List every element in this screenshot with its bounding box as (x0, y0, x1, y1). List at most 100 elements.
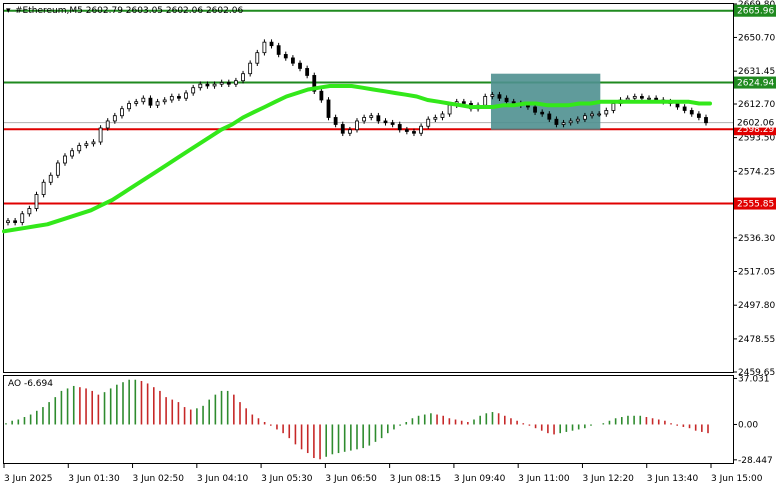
x-tick-label: 3 Jun 06:50 (325, 474, 377, 484)
candle-bull (41, 181, 46, 195)
candle-bull (483, 96, 488, 106)
candle-bull (248, 62, 253, 75)
candle-bear (390, 122, 395, 125)
x-axis: 3 Jun 2025 3 Jun 01:30 3 Jun 02:50 3 Jun 04… (3, 464, 763, 484)
candle-bull (169, 96, 174, 101)
resistance-level-label: 2624.94 (737, 79, 774, 89)
candle-bear (675, 103, 680, 108)
y-tick-label: 2612.70 (738, 100, 775, 110)
candle-bull (34, 194, 39, 209)
support-level-tag (734, 197, 776, 210)
x-tick-label: 3 Jun 02:50 (133, 474, 185, 484)
candle-bull (625, 97, 630, 101)
candle-bear (290, 57, 295, 64)
y-tick-label: 2650.70 (738, 33, 775, 43)
candle-bull (590, 113, 594, 117)
candle-bear (13, 220, 18, 223)
candle-bull (426, 118, 431, 127)
ma-layer (2, 84, 712, 234)
price-tags: 2665.96 2624.94 2598.29 2555.85 2602.06 (734, 4, 776, 210)
candle-bull (490, 94, 495, 97)
candle-bear (383, 120, 388, 124)
candle-bull (20, 213, 25, 223)
candle-bull (234, 80, 238, 85)
candle-bear (319, 90, 324, 101)
candle-bull (597, 113, 602, 116)
candle-bull (262, 41, 267, 54)
candle-bear (205, 83, 210, 87)
candle-bear (177, 96, 181, 99)
ao-tick-label: 37.031 (738, 374, 770, 384)
candle-bear (412, 131, 416, 134)
y-tick-label: 2574.25 (738, 167, 775, 177)
header-arrow-icon: ▾ (6, 6, 11, 16)
ao-tick-label: 0.00 (738, 420, 758, 430)
ao-label: AO -6.694 (8, 379, 53, 389)
candle-bull (575, 118, 580, 122)
candle-bull (347, 129, 352, 134)
candle-bear (312, 75, 317, 92)
candle-bear (376, 115, 381, 122)
candle-bull (362, 117, 367, 122)
candle-bull (141, 97, 146, 103)
x-tick-label: 3 Jun 2025 (4, 474, 52, 484)
candle-bull (55, 162, 60, 176)
x-tick-label: 3 Jun 11:00 (518, 474, 570, 484)
candle-bull (77, 145, 82, 152)
candle-bull (419, 125, 424, 134)
candle-bear (404, 129, 409, 132)
candle-bear (298, 62, 302, 69)
candle-bull (70, 150, 75, 157)
candle-bull (440, 113, 445, 118)
candle-bull (198, 83, 203, 89)
x-tick-label: 3 Jun 04:10 (197, 474, 249, 484)
resistance-level-label: 2665.96 (737, 7, 774, 17)
candle-bear (148, 97, 153, 106)
candle-bull (105, 120, 110, 129)
candle-bear (226, 82, 231, 85)
candle-bear (333, 117, 338, 125)
candle-bull (27, 208, 32, 215)
candle-bull (632, 96, 637, 99)
candle-bull (6, 220, 10, 223)
candle-bull (191, 87, 196, 94)
candle-bull (611, 103, 616, 111)
candle-bear (504, 97, 509, 103)
y-tick-label: 2478.55 (738, 335, 775, 345)
candle-bull (98, 127, 103, 143)
candle-bull (355, 120, 359, 131)
ao-panel (3, 375, 734, 464)
candle-bear (689, 110, 694, 115)
candle-bull (647, 97, 651, 100)
candle-bull (561, 122, 566, 125)
ao-y-axis: 37.031 0.00 -28.447 (733, 374, 773, 466)
candle-bear (340, 124, 345, 134)
ao-layer (5, 379, 709, 460)
y-tick-label: 2593.50 (738, 134, 775, 144)
candle-bear (682, 106, 687, 111)
candle-bull (212, 83, 217, 87)
candle-bear (497, 94, 502, 99)
candle-bull (369, 115, 374, 118)
candle-bull (91, 141, 96, 145)
resistance-level-tag (734, 76, 776, 89)
candle-bull (184, 92, 188, 99)
x-tick-label: 3 Jun 13:40 (647, 474, 699, 484)
candle-bull (48, 174, 53, 183)
candle-bear (397, 124, 402, 131)
candle-bear (554, 118, 559, 125)
ao-tick-label: -28.447 (738, 456, 773, 466)
candle-bear (540, 111, 545, 115)
candle-bear (639, 96, 644, 99)
price-panel (3, 3, 734, 373)
candle-bull (155, 101, 160, 106)
candle-bear (654, 97, 659, 101)
current-price-label: 2602.06 (737, 119, 774, 129)
x-tick-label: 3 Jun 05:30 (261, 474, 313, 484)
candle-bull (255, 52, 260, 64)
candle-bull (127, 103, 131, 110)
candle-bull (447, 104, 452, 115)
candle-bull (604, 110, 609, 115)
candle-bear (305, 68, 310, 76)
